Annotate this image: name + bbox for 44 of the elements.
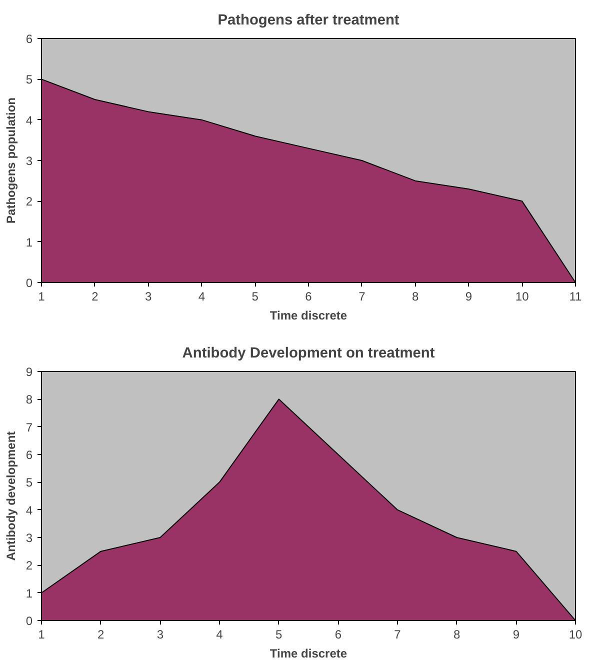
x-tick-label: 5 [275,628,282,642]
y-axis-title: Antibody development [4,431,18,561]
x-tick-label: 10 [568,628,582,642]
x-tick-label: 4 [216,628,224,642]
y-tick-label: 0 [26,614,33,628]
y-tick-label: 6 [26,448,33,462]
x-axis-title: Time discrete [270,308,348,322]
y-tick-label: 8 [26,392,33,407]
x-tick-label: 6 [334,628,342,642]
x-tick-label: 1 [38,628,46,642]
y-tick-label: 1 [26,586,33,600]
y-tick-label: 7 [26,420,33,434]
x-tick-label: 3 [144,290,152,304]
x-tick-label: 7 [358,290,366,304]
x-tick-label: 8 [453,628,460,642]
chart-title: Pathogens after treatment [218,12,400,28]
y-tick-label: 3 [26,154,33,168]
x-tick-label: 2 [97,628,104,642]
y-tick-label: 9 [26,365,33,379]
x-tick-label: 9 [465,290,472,304]
x-tick-label: 10 [515,290,530,304]
chart-title: Antibody Development on treatment [182,346,435,362]
x-tick-label: 3 [156,628,164,642]
y-tick-label: 2 [26,194,33,209]
x-tick-label: 11 [569,290,582,304]
x-tick-label: 4 [198,290,206,304]
y-tick-label: 6 [26,32,33,46]
y-tick-label: 2 [26,558,33,573]
y-tick-label: 5 [26,72,33,87]
y-tick-label: 3 [26,531,33,545]
x-tick-label: 8 [412,290,419,304]
x-tick-label: 1 [38,290,46,304]
y-tick-label: 5 [26,476,33,490]
y-tick-label: 4 [26,113,33,128]
x-axis-title: Time discrete [270,646,348,660]
y-tick-label: 1 [26,235,33,250]
x-tick-label: 7 [394,628,402,642]
x-tick-label: 2 [92,290,99,304]
x-tick-label: 9 [512,628,520,642]
x-tick-label: 5 [252,290,259,304]
y-tick-label: 0 [26,276,33,290]
y-tick-label: 4 [26,503,33,518]
x-tick-label: 6 [305,290,312,304]
y-axis-title: Pathogens population [4,97,18,224]
